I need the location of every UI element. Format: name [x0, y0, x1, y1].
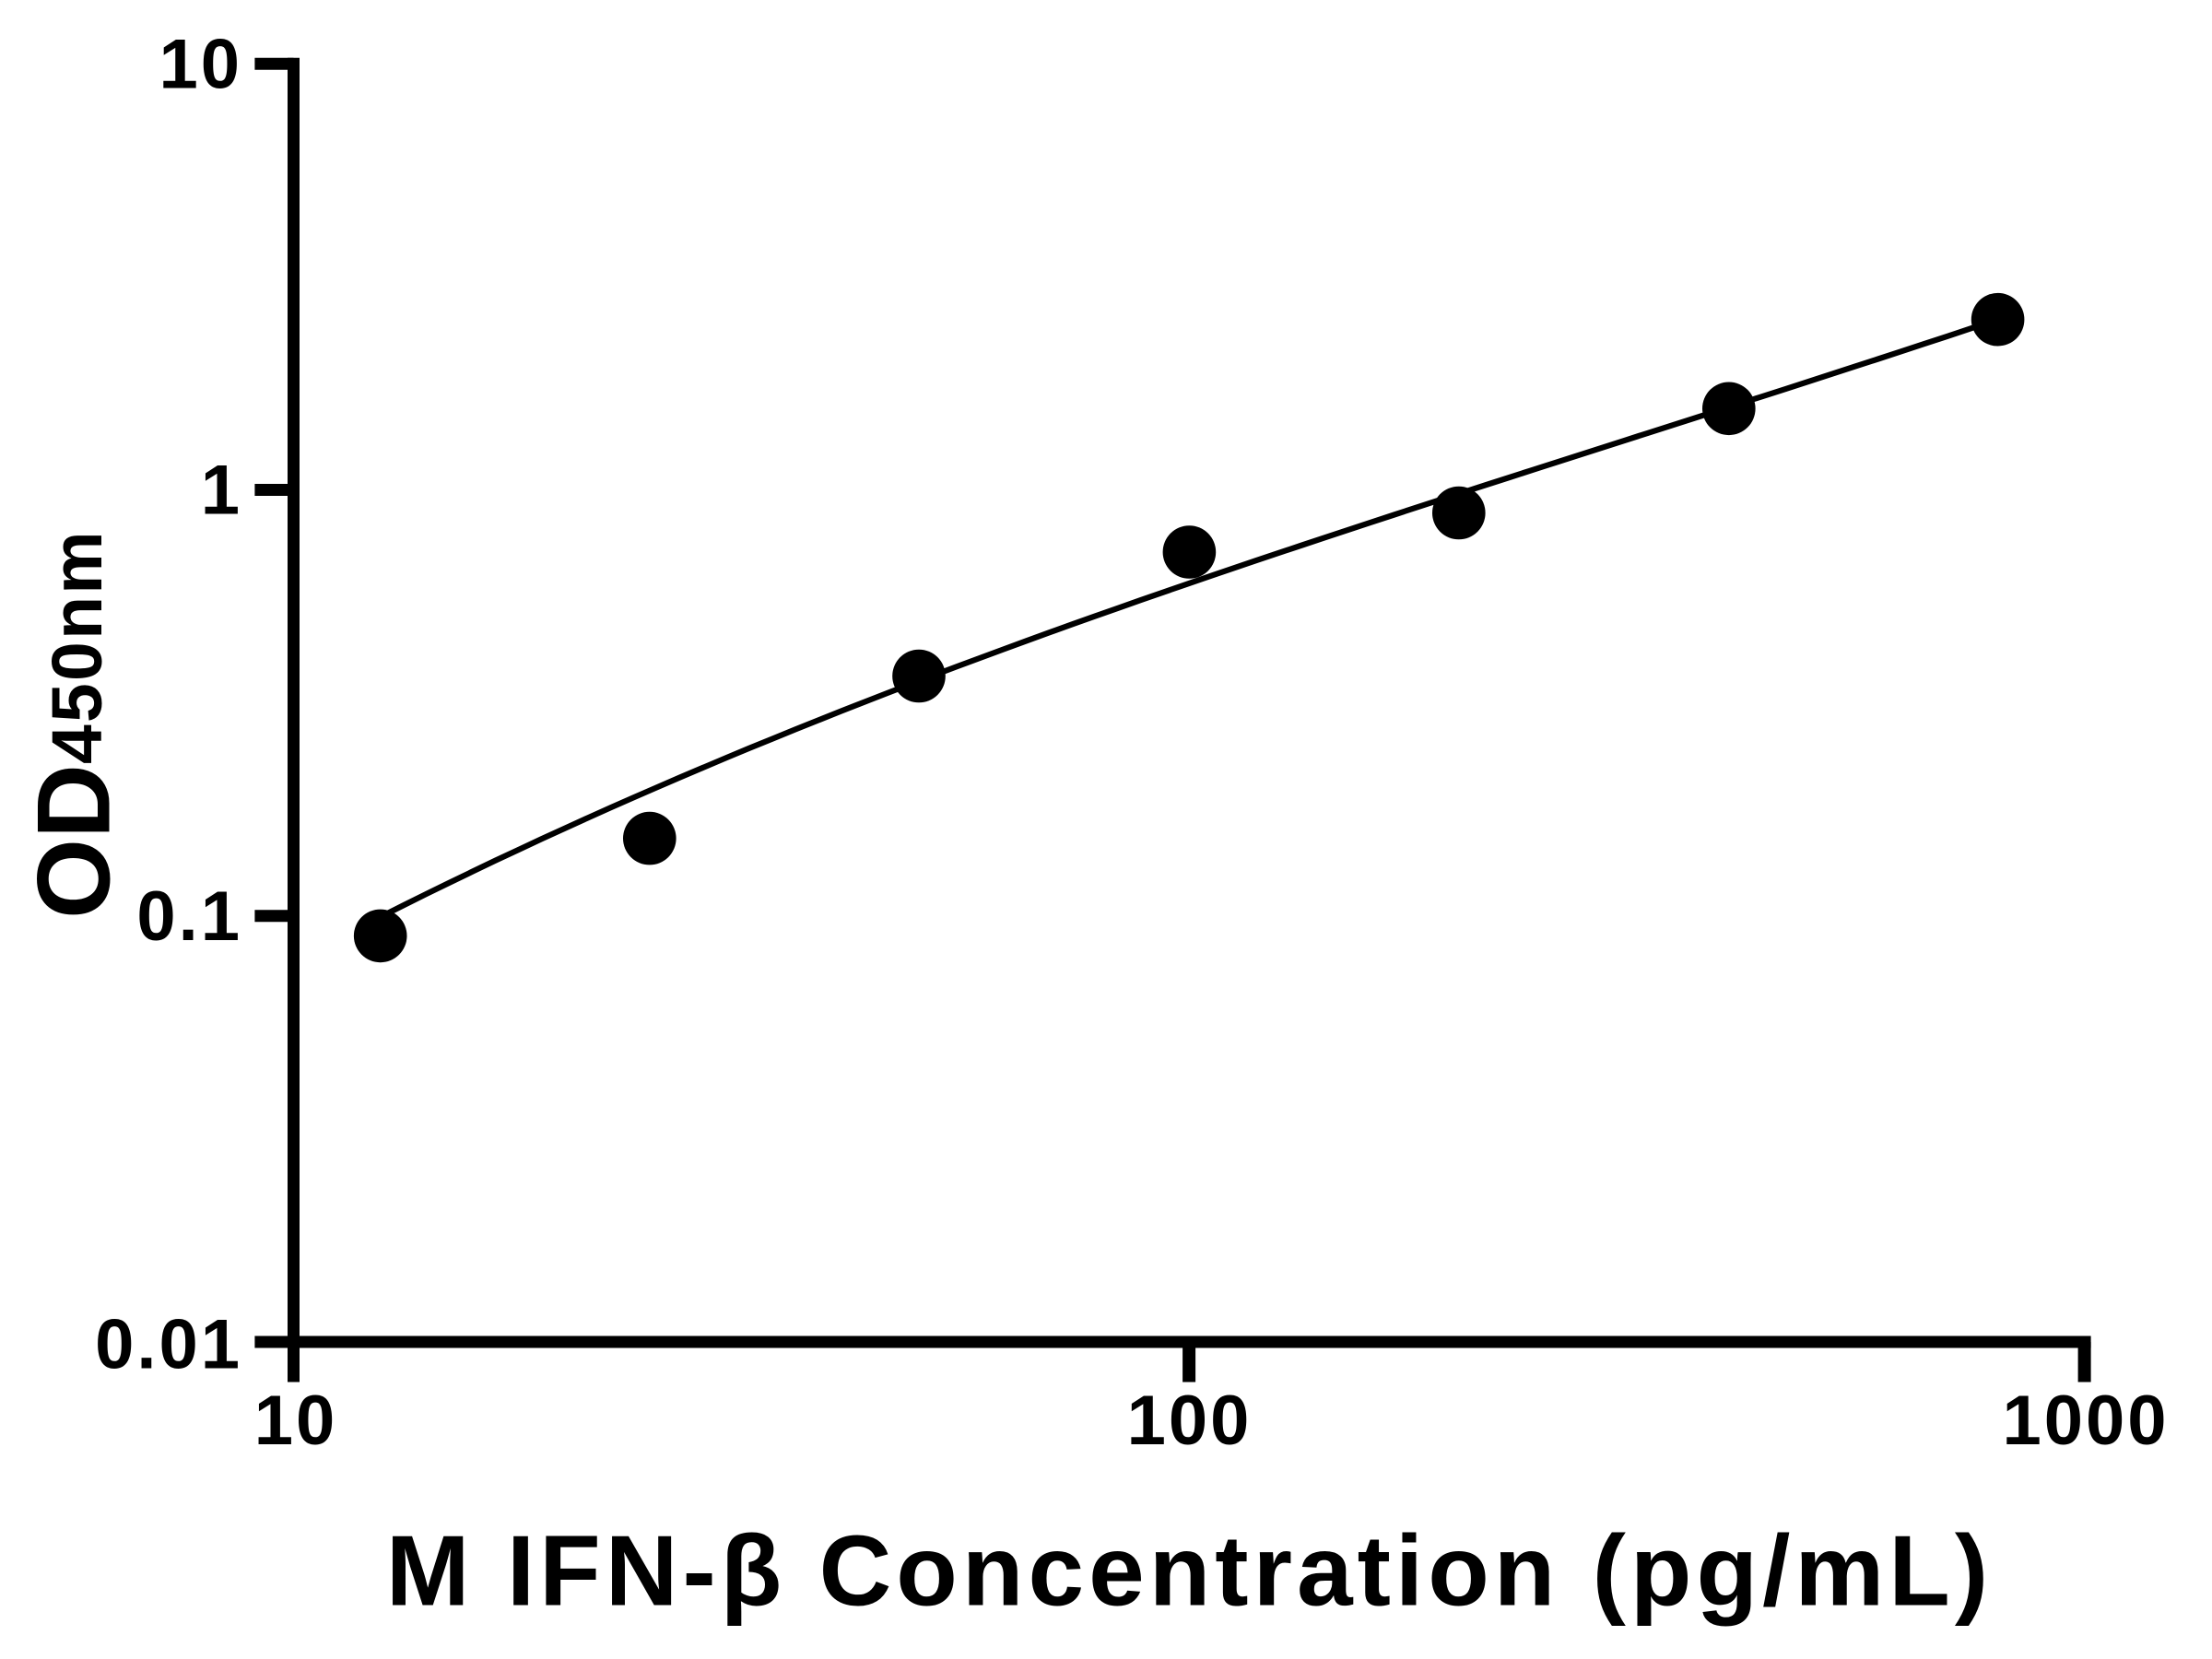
- svg-text:M IFN-β Concentration (pg/mL): M IFN-β Concentration (pg/mL): [386, 1514, 1993, 1627]
- svg-text:0.1: 0.1: [136, 877, 242, 956]
- svg-text:1000: 1000: [2002, 1382, 2169, 1460]
- svg-text:1: 1: [201, 452, 242, 530]
- svg-text:100: 100: [1127, 1382, 1253, 1460]
- svg-text:10: 10: [159, 26, 242, 104]
- svg-text:10: 10: [254, 1382, 338, 1460]
- svg-text:0.01: 0.01: [95, 1306, 242, 1384]
